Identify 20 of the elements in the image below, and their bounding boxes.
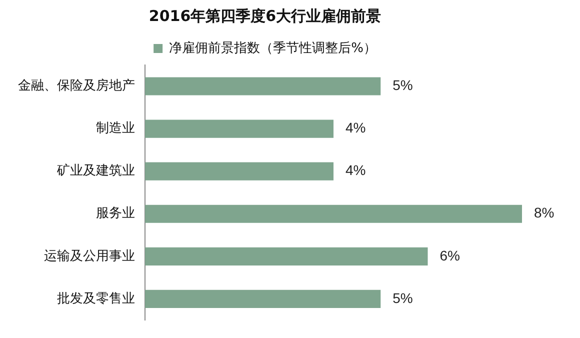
y-tick-label: 金融、保险及房地产 xyxy=(18,78,135,94)
bar xyxy=(145,247,428,266)
y-tick-label: 矿业及建筑业 xyxy=(56,164,135,179)
bar xyxy=(145,120,334,138)
data-label: 6% xyxy=(440,247,460,264)
data-label: 5% xyxy=(392,77,413,94)
legend-label: 净雇佣前景指数（季节性调整后%） xyxy=(169,40,376,56)
data-label: 4% xyxy=(346,162,366,178)
y-tick-label: 运输及公用事业 xyxy=(44,248,135,264)
y-tick-label: 批发及零售业 xyxy=(57,291,135,306)
y-tick-label: 制造业 xyxy=(96,121,135,136)
bar xyxy=(145,204,522,223)
data-label: 5% xyxy=(392,290,413,306)
bar xyxy=(145,162,334,180)
bar xyxy=(145,290,381,308)
chart-title: 2016年第四季度6大行业雇佣前景 xyxy=(148,6,382,25)
bar xyxy=(145,77,381,96)
y-tick-label: 服务业 xyxy=(96,206,135,222)
data-label: 4% xyxy=(346,120,366,136)
data-label: 8% xyxy=(534,204,554,221)
